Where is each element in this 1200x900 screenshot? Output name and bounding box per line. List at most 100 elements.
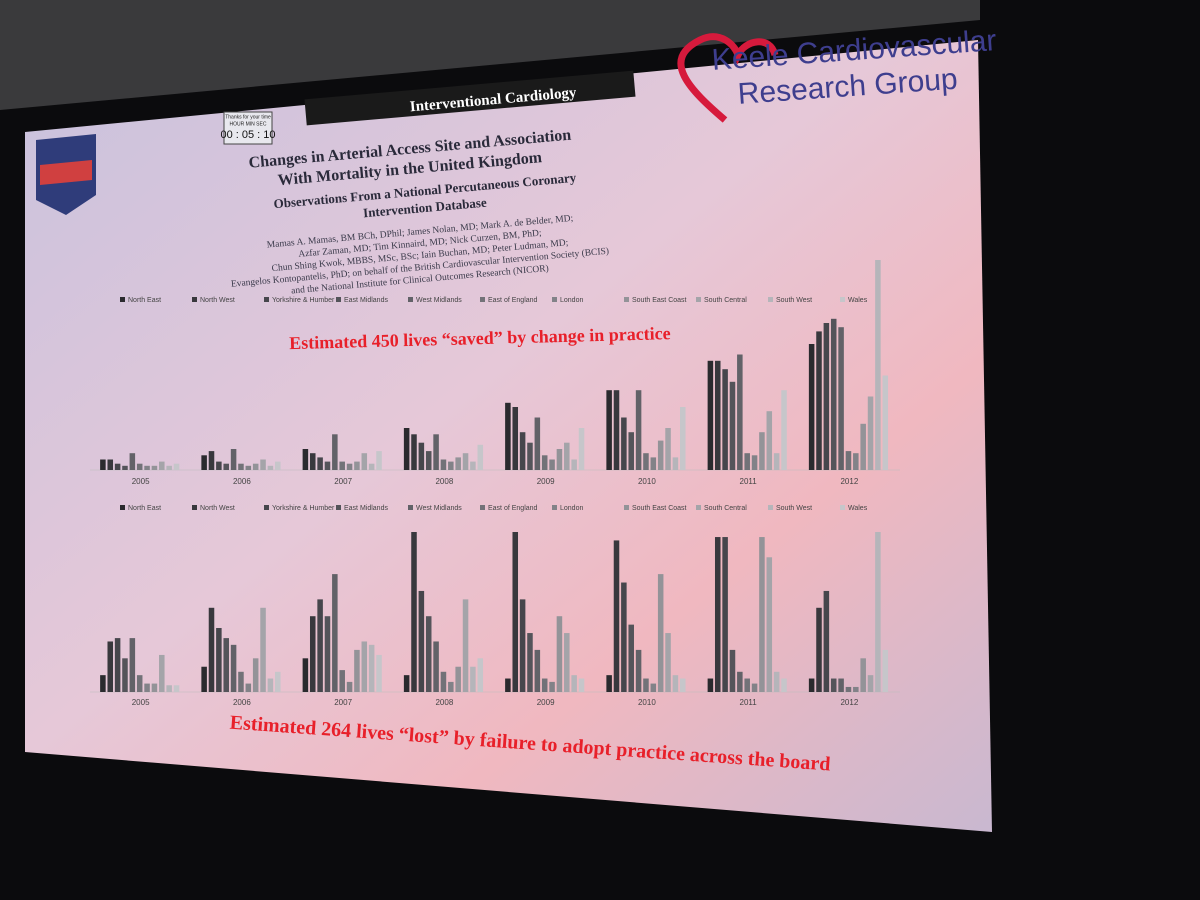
bar	[845, 451, 852, 470]
legend-label: Yorkshire & Humber	[272, 505, 335, 512]
bar	[309, 453, 316, 470]
bar	[628, 624, 634, 692]
bar	[621, 417, 627, 470]
legend-label: South Central	[704, 297, 747, 304]
bar	[433, 641, 439, 692]
legend-swatch	[336, 297, 341, 302]
legend-swatch	[552, 505, 557, 510]
bar	[860, 658, 866, 692]
x-tick-label: 2007	[334, 477, 352, 486]
bar	[245, 683, 252, 692]
bar	[223, 638, 229, 692]
bar	[462, 599, 469, 692]
x-tick-label: 2010	[638, 477, 656, 486]
bar	[332, 574, 338, 692]
bar	[260, 459, 266, 470]
bar	[448, 461, 454, 470]
legend-swatch	[768, 297, 773, 302]
legend-swatch	[624, 505, 629, 510]
bar	[317, 457, 323, 470]
bar	[853, 686, 859, 692]
bar	[707, 360, 714, 470]
bar	[564, 633, 570, 692]
legend-label: South East Coast	[632, 505, 687, 512]
bar	[534, 649, 541, 692]
bar	[230, 644, 237, 692]
legend-swatch	[264, 505, 269, 510]
bar	[324, 616, 331, 692]
bar	[680, 678, 686, 692]
bar	[571, 459, 577, 470]
legend-label: West Midlands	[416, 505, 462, 512]
bar	[201, 666, 207, 692]
bar	[830, 678, 837, 692]
bar	[403, 675, 410, 692]
legend-label: East of England	[488, 505, 538, 512]
bar	[275, 671, 281, 692]
bar	[339, 670, 345, 692]
legend-swatch	[120, 297, 125, 302]
bar	[166, 685, 172, 692]
ceiling	[0, 0, 980, 110]
bar	[114, 463, 121, 470]
timer-units: HOUR MIN SEC	[230, 121, 267, 127]
bar	[129, 638, 136, 692]
bar	[216, 461, 222, 470]
bar	[151, 683, 158, 692]
bar	[376, 654, 382, 692]
bar	[766, 557, 773, 692]
bar	[549, 459, 555, 470]
legend-label: West Midlands	[416, 297, 462, 304]
legend-swatch	[624, 297, 629, 302]
bar	[346, 681, 353, 692]
bar	[781, 678, 787, 692]
bar	[759, 432, 765, 470]
bar	[527, 633, 533, 692]
bar	[411, 532, 417, 692]
bar	[425, 451, 432, 470]
legend-label: South West	[776, 505, 812, 512]
bar	[159, 654, 165, 692]
bar	[208, 451, 215, 470]
bar	[773, 671, 780, 692]
bar	[462, 453, 469, 470]
bar	[122, 658, 128, 692]
bar	[275, 461, 281, 470]
bar	[541, 455, 548, 470]
bar	[107, 459, 114, 470]
bar	[867, 396, 874, 470]
bar	[455, 457, 461, 470]
bar	[650, 683, 657, 692]
bar	[505, 678, 511, 692]
timer-time: 00 : 05 : 10	[220, 129, 275, 141]
x-tick-label: 2012	[840, 477, 858, 486]
header-bar	[304, 70, 636, 126]
legend-label: South West	[776, 297, 812, 304]
bar	[440, 459, 447, 470]
timer-box	[223, 111, 273, 145]
x-tick-label: 2006	[233, 477, 251, 486]
legend-swatch	[696, 297, 701, 302]
bar	[136, 675, 143, 692]
legend-swatch	[264, 297, 269, 302]
bar	[122, 465, 128, 470]
x-tick-label: 2009	[537, 698, 555, 707]
bar	[751, 683, 758, 692]
bar	[252, 658, 259, 692]
bar	[144, 465, 150, 470]
bar	[714, 537, 721, 692]
legend-swatch	[480, 297, 485, 302]
bar	[556, 616, 563, 692]
bar	[100, 459, 106, 470]
x-tick-label: 2006	[233, 698, 251, 707]
crest-band	[40, 160, 92, 185]
legend-label: North East	[128, 505, 161, 512]
legend-label: East Midlands	[344, 297, 388, 304]
bar	[361, 453, 368, 470]
bar	[208, 607, 215, 692]
bar	[729, 381, 736, 470]
bar	[440, 671, 447, 692]
bar	[606, 390, 612, 470]
bar	[860, 423, 866, 470]
